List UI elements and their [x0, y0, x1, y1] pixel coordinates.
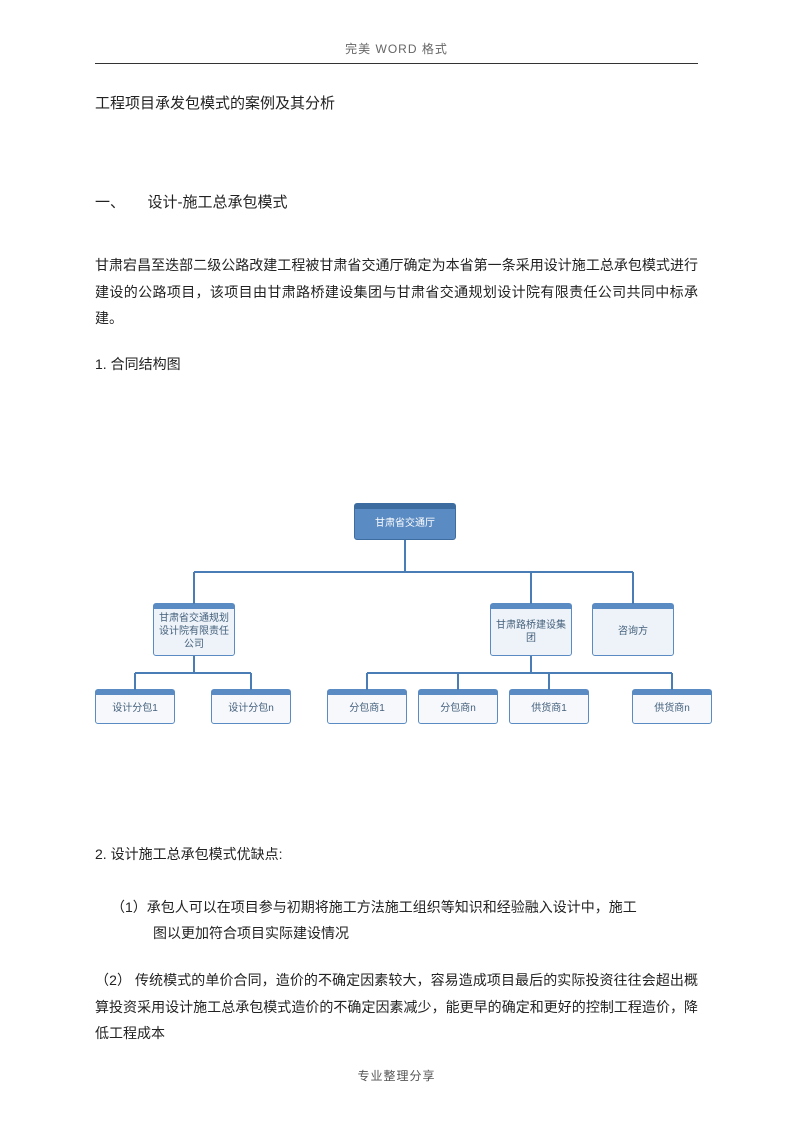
chart-mid-node-0: 甘肃省交通规划设计院有限责任公司 [153, 604, 235, 656]
node-bar [592, 603, 674, 609]
chart-connector [134, 673, 136, 690]
chart-connector [671, 673, 673, 690]
chart-connector [193, 656, 195, 673]
chart-connector [632, 572, 634, 604]
node-bar [95, 689, 175, 695]
node-bar [490, 603, 572, 609]
chart-connector [367, 672, 672, 674]
org-chart: 甘肃省交通厅甘肃省交通规划设计院有限责任公司 甘肃路桥建设集团咨询方设计分包1 设计… [95, 504, 715, 784]
point-2: （2） 传统模式的单价合同，造价的不确定因素较大，容易造成项目最后的实际投资往往… [95, 967, 698, 1047]
chart-mid-node-2: 咨询方 [592, 604, 674, 656]
chart-connector [530, 656, 532, 673]
node-bar [327, 689, 407, 695]
node-bar [632, 689, 712, 695]
chart-connector [194, 571, 633, 573]
chart-leaf-node-0: 设计分包1 [95, 690, 175, 724]
chart-root-node: 甘肃省交通厅 [354, 504, 456, 540]
node-bar [418, 689, 498, 695]
subheading-1: 1. 合同结构图 [95, 354, 698, 374]
chart-connector [250, 673, 252, 690]
chart-connector [366, 673, 368, 690]
chart-leaf-node-4: 供货商1 [509, 690, 589, 724]
page-header: 完美 WORD 格式 [95, 40, 698, 64]
chart-connector [135, 672, 251, 674]
chart-connector [548, 673, 550, 690]
node-bar [354, 503, 456, 509]
section-heading: 一、 设计-施工总承包模式 [95, 191, 698, 212]
point-1-line2: 图以更加符合项目实际建设情况 [95, 920, 698, 947]
point-1-line1: （1）承包人可以在项目参与初期将施工方法施工组织等知识和经验融入设计中，施工 [95, 894, 698, 921]
chart-connector [457, 673, 459, 690]
chart-leaf-node-2: 分包商1 [327, 690, 407, 724]
point-1: （1）承包人可以在项目参与初期将施工方法施工组织等知识和经验融入设计中，施工 图… [95, 894, 698, 947]
document-page: 完美 WORD 格式 工程项目承发包模式的案例及其分析 一、 设计-施工总承包模… [0, 0, 793, 1107]
intro-paragraph: 甘肃宕昌至迭部二级公路改建工程被甘肃省交通厅确定为本省第一条采用设计施工总承包模… [95, 252, 698, 332]
chart-connector [530, 572, 532, 604]
subheading-2: 2. 设计施工总承包模式优缺点: [95, 844, 698, 864]
document-title: 工程项目承发包模式的案例及其分析 [95, 92, 698, 113]
chart-leaf-node-3: 分包商n [418, 690, 498, 724]
chart-mid-node-1: 甘肃路桥建设集团 [490, 604, 572, 656]
point-list: （1）承包人可以在项目参与初期将施工方法施工组织等知识和经验融入设计中，施工 图… [95, 894, 698, 1047]
chart-connector [404, 540, 406, 572]
chart-leaf-node-1: 设计分包n [211, 690, 291, 724]
chart-connector [193, 572, 195, 604]
node-bar [509, 689, 589, 695]
page-footer: 专业整理分享 [0, 1067, 793, 1084]
chart-leaf-node-5: 供货商n [632, 690, 712, 724]
node-bar [211, 689, 291, 695]
node-bar [153, 603, 235, 609]
